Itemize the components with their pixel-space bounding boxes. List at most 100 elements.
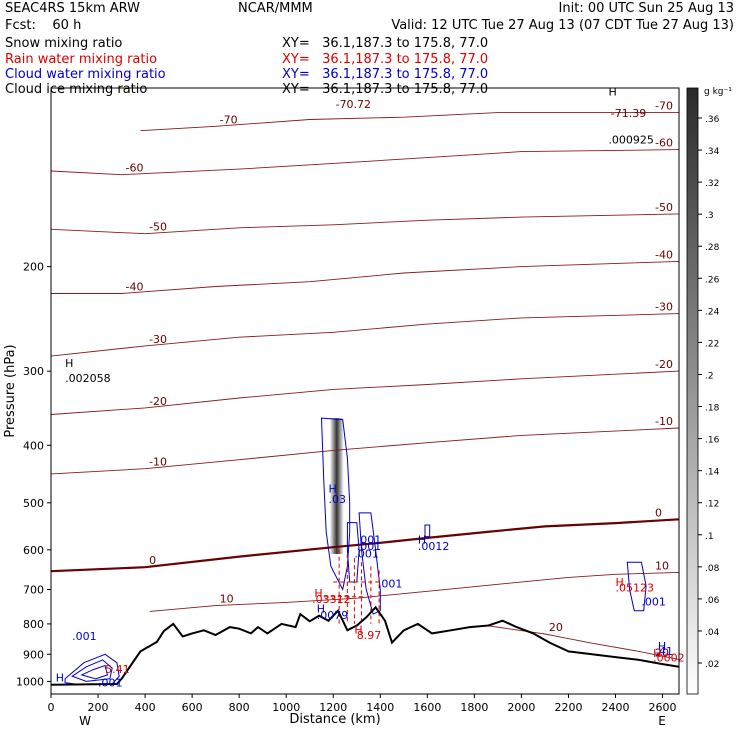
west-end-label: W bbox=[79, 714, 91, 728]
field-annotation: .001 bbox=[378, 578, 403, 591]
field-annotation: .0079 bbox=[317, 609, 349, 622]
x-tick-label: 0 bbox=[48, 701, 55, 714]
x-tick-label: 2000 bbox=[507, 701, 535, 714]
colorbar-tick-label: .36 bbox=[705, 115, 720, 125]
cloud-water-contour bbox=[320, 417, 351, 592]
legend-ice-xy: XY= 36.1,187.3 to 175.8, 77.0 bbox=[282, 82, 489, 97]
plot-frame bbox=[50, 87, 680, 695]
field-annotation: H bbox=[314, 587, 322, 600]
field-annotation: -70.72 bbox=[336, 98, 371, 111]
temperature-contour-label: 20 bbox=[549, 621, 563, 634]
init-time: Init: 00 UTC Sun 25 Aug 13 bbox=[558, 1, 734, 16]
temperature-contour bbox=[51, 313, 679, 357]
temperature-contour-label: 10 bbox=[655, 559, 669, 572]
temperature-contour-label: -30 bbox=[655, 301, 673, 314]
field-annotation: 5.41 bbox=[105, 663, 130, 676]
field-annotation: H bbox=[608, 86, 616, 99]
x-tick-label: 1400 bbox=[366, 701, 394, 714]
colorbar-tick-label: .26 bbox=[705, 275, 720, 285]
colorbar-tick-label: .22 bbox=[705, 339, 719, 349]
x-tick-label: 1200 bbox=[319, 701, 347, 714]
colorbar-tick-label: .18 bbox=[705, 404, 720, 414]
colorbar-tick-label: .32 bbox=[705, 179, 719, 189]
temperature-contour-label: -50 bbox=[149, 221, 167, 234]
temperature-contour-label: 0 bbox=[149, 554, 156, 567]
y-tick-label: 1000 bbox=[16, 675, 44, 688]
field-annotation: .41 bbox=[655, 645, 673, 658]
temperature-contour-label: 20 bbox=[655, 646, 669, 659]
legend-snow-xy: XY= 36.1,187.3 to 175.8, 77.0 bbox=[282, 36, 489, 51]
field-annotation: .03312 bbox=[312, 593, 351, 606]
temperature-contour bbox=[51, 427, 679, 475]
legend-rain-xy: XY= 36.1,187.3 to 175.8, 77.0 bbox=[282, 52, 489, 67]
colorbar-tick-label: .04 bbox=[705, 628, 720, 638]
terrain-line bbox=[51, 605, 679, 686]
institution: NCAR/MMM bbox=[238, 1, 313, 16]
x-axis-label: Distance (km) bbox=[289, 712, 380, 727]
field-annotation: .002058 bbox=[65, 372, 111, 385]
y-tick-label: 200 bbox=[23, 261, 44, 274]
x-tick-label: 400 bbox=[135, 701, 156, 714]
colorbar-tick-label: .34 bbox=[705, 147, 720, 157]
temperature-contour-label: -20 bbox=[149, 395, 167, 408]
field-annotation: H bbox=[658, 640, 666, 653]
legend-ice-name: Cloud ice mixing ratio bbox=[5, 82, 148, 97]
y-axis-label: Pressure (hPa) bbox=[3, 344, 18, 437]
legend-cloud-name: Cloud water mixing ratio bbox=[5, 67, 166, 82]
y-tick-label: 400 bbox=[23, 439, 44, 452]
field-annotation: H bbox=[418, 533, 426, 546]
x-tick-label: 2200 bbox=[554, 701, 582, 714]
colorbar-tick-label: .08 bbox=[705, 564, 720, 574]
temperature-contour bbox=[51, 518, 679, 573]
field-annotation: H bbox=[329, 482, 337, 495]
temperature-contour-label: -30 bbox=[149, 333, 167, 346]
colorbar-tick-label: .12 bbox=[705, 500, 719, 510]
colorbar bbox=[686, 87, 699, 695]
field-annotation: .0012 bbox=[418, 540, 450, 553]
temperature-contour-label: -40 bbox=[655, 248, 673, 261]
field-annotation: H bbox=[65, 357, 73, 370]
temperature-contour bbox=[51, 370, 679, 415]
y-tick-label: 300 bbox=[23, 365, 44, 378]
field-annotation: .0002 bbox=[653, 651, 685, 664]
colorbar-tick-label: .2 bbox=[705, 371, 714, 381]
field-annotation: .001 bbox=[354, 547, 379, 560]
temperature-contour bbox=[486, 625, 679, 660]
x-tick-label: 800 bbox=[229, 701, 250, 714]
x-tick-label: 600 bbox=[182, 701, 203, 714]
field-annotation: .001 bbox=[357, 540, 382, 553]
y-tick-label: 900 bbox=[23, 648, 44, 661]
cloud-water-contour bbox=[358, 512, 381, 615]
x-tick-label: 1600 bbox=[413, 701, 441, 714]
temperature-contour-label: -40 bbox=[126, 281, 144, 294]
temperature-contour-label: -60 bbox=[655, 137, 673, 150]
temperature-contour bbox=[149, 571, 679, 612]
field-annotation: .03 bbox=[329, 493, 347, 506]
x-tick-label: 2600 bbox=[649, 701, 677, 714]
legend-rain-name: Rain water mixing ratio bbox=[5, 52, 158, 67]
field-annotation: H bbox=[615, 576, 623, 589]
temperature-contour-label: 10 bbox=[220, 593, 234, 606]
temperature-contour-label: -10 bbox=[149, 456, 167, 469]
field-annotation: H bbox=[317, 602, 325, 615]
temperature-contour bbox=[140, 112, 679, 132]
valid-time: Valid: 12 UTC Tue 27 Aug 13 (07 CDT Tue … bbox=[391, 18, 734, 33]
field-annotation: .001 bbox=[98, 677, 123, 690]
cloud-water-contour bbox=[64, 653, 120, 686]
colorbar-tick-label: .02 bbox=[705, 660, 719, 670]
cloud-water-contour bbox=[626, 561, 647, 612]
colorbar-unit: g kg⁻¹ bbox=[704, 87, 732, 97]
field-annotation: .001 bbox=[72, 630, 97, 643]
field-annotation: .05123 bbox=[615, 581, 654, 594]
temperature-contour-label: -60 bbox=[126, 162, 144, 175]
cloud-water-contour bbox=[71, 659, 113, 682]
colorbar-tick-label: .28 bbox=[705, 243, 720, 253]
temperature-contour-label: -70 bbox=[220, 113, 238, 126]
field-annotation: .001 bbox=[641, 596, 666, 609]
field-annotation: H bbox=[56, 671, 64, 684]
cloud-water-contour bbox=[80, 664, 108, 680]
temperature-contour-label: 0 bbox=[655, 506, 662, 519]
field-annotation: H bbox=[354, 623, 362, 636]
x-tick-label: 200 bbox=[88, 701, 109, 714]
